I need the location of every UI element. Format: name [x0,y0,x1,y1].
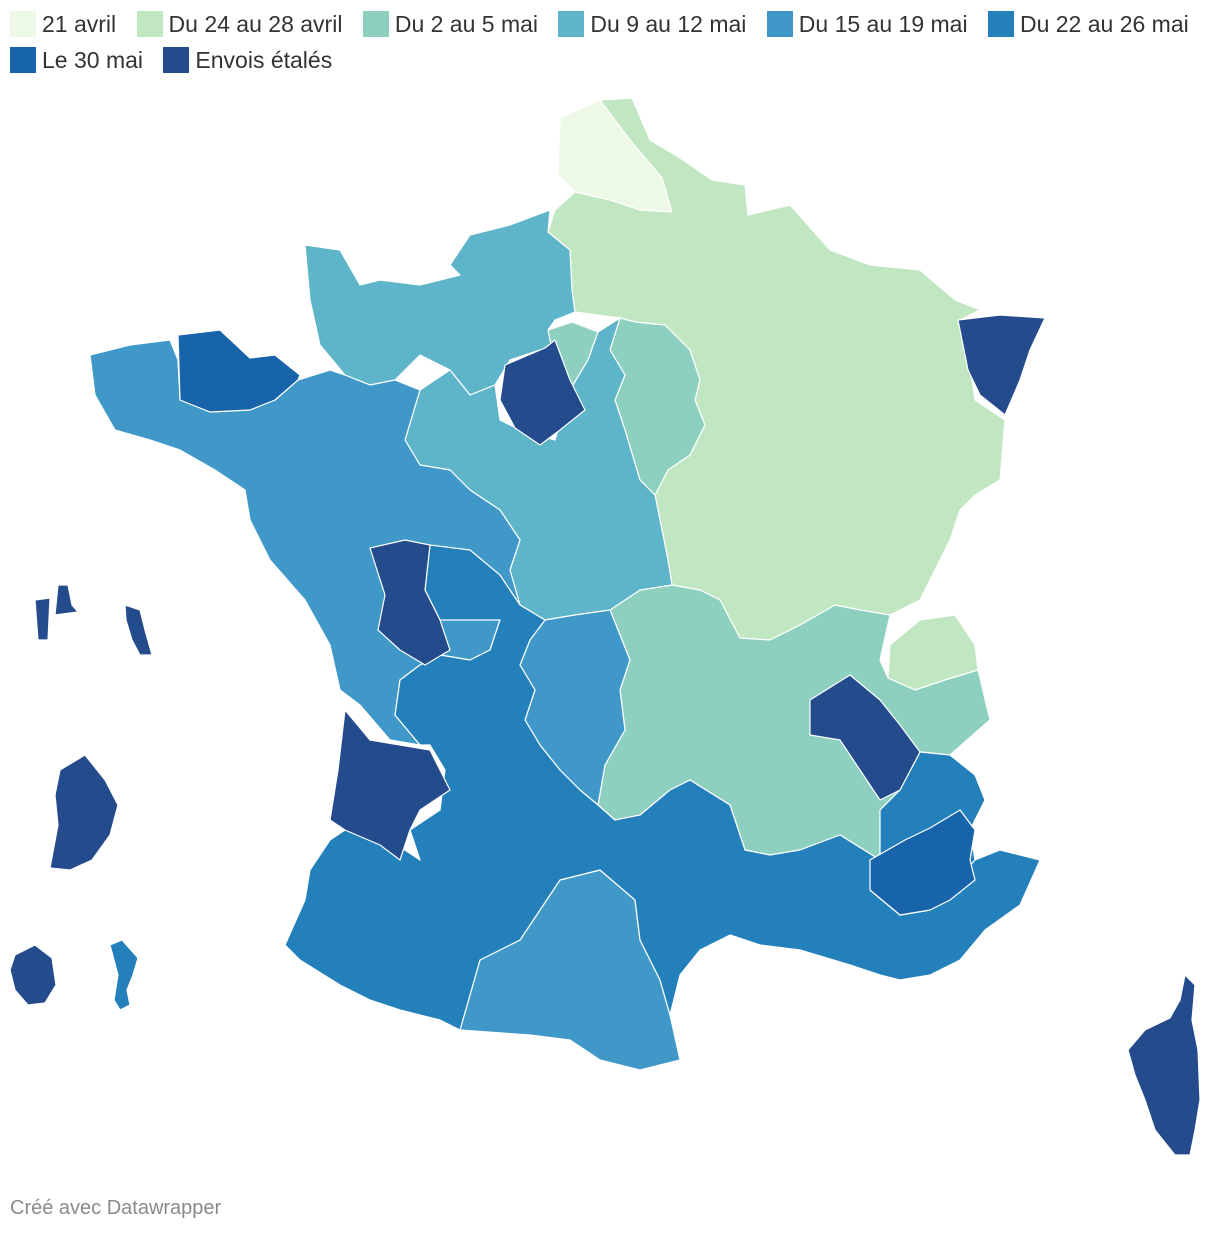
legend-swatch [136,11,163,37]
region-envois-etales-vienne [369,539,451,666]
legend-item-24-28-avril: Du 24 au 28 avril [136,11,343,37]
region-envois-etales-gironde [329,709,451,861]
legend-label: Du 9 au 12 mai [590,11,747,37]
legend-item-22-26-mai: Du 22 au 26 mai [987,11,1189,37]
legend-label: Du 15 au 19 mai [798,11,968,37]
region-corse [1127,974,1201,1156]
legend-item-30-mai: Le 30 mai [10,47,143,73]
legend-label: Du 24 au 28 avril [168,11,343,37]
region-mayotte [109,939,139,1011]
legend-label: Le 30 mai [42,47,144,73]
region-envois-etales-bas-rhin [957,314,1046,416]
region-envois-etales-isere [809,674,921,801]
legend-swatch [987,11,1014,37]
legend-label: Envois étalés [195,47,333,73]
legend-swatch [362,11,389,37]
legend-label: Du 2 au 5 mai [394,11,539,37]
legend-swatch [766,11,793,37]
map-legend: 21 avril Du 24 au 28 avril Du 2 au 5 mai… [10,6,1210,78]
legend-label: Du 22 au 26 mai [1019,11,1189,37]
credit-footer: Créé avec Datawrapper [10,1197,222,1219]
legend-item-9-12-mai: Du 9 au 12 mai [558,11,746,37]
region-30-mai-vaucluse-alps [869,809,976,916]
legend-item-2-5-mai: Du 2 au 5 mai [362,11,539,37]
legend-item-21-avril: 21 avril [10,11,116,37]
legend-swatch [10,11,36,37]
legend-item-envois-etales: Envois étalés [163,47,332,73]
legend-swatch [163,47,190,73]
legend-swatch [558,11,585,37]
region-30-mai-cotes-armor [177,329,301,413]
legend-item-15-19-mai: Du 15 au 19 mai [766,11,968,37]
region-22-26-mai-sw [284,544,1041,1031]
region-guyane [49,754,119,871]
region-martinique [124,604,153,656]
region-reunion [9,944,57,1006]
region-guadeloupe [34,584,79,641]
legend-label: 21 avril [42,11,117,37]
legend-swatch [10,47,36,73]
region-envois-etales-eure-et-loir [499,339,586,446]
